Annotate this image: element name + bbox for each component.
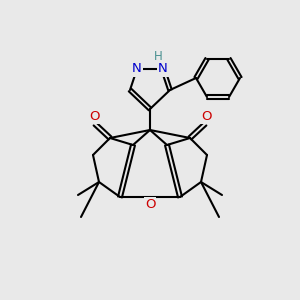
Text: O: O <box>145 199 155 212</box>
Text: O: O <box>201 110 211 122</box>
Text: N: N <box>132 62 142 76</box>
Text: O: O <box>89 110 99 122</box>
Text: N: N <box>158 62 168 76</box>
Text: H: H <box>154 50 162 62</box>
